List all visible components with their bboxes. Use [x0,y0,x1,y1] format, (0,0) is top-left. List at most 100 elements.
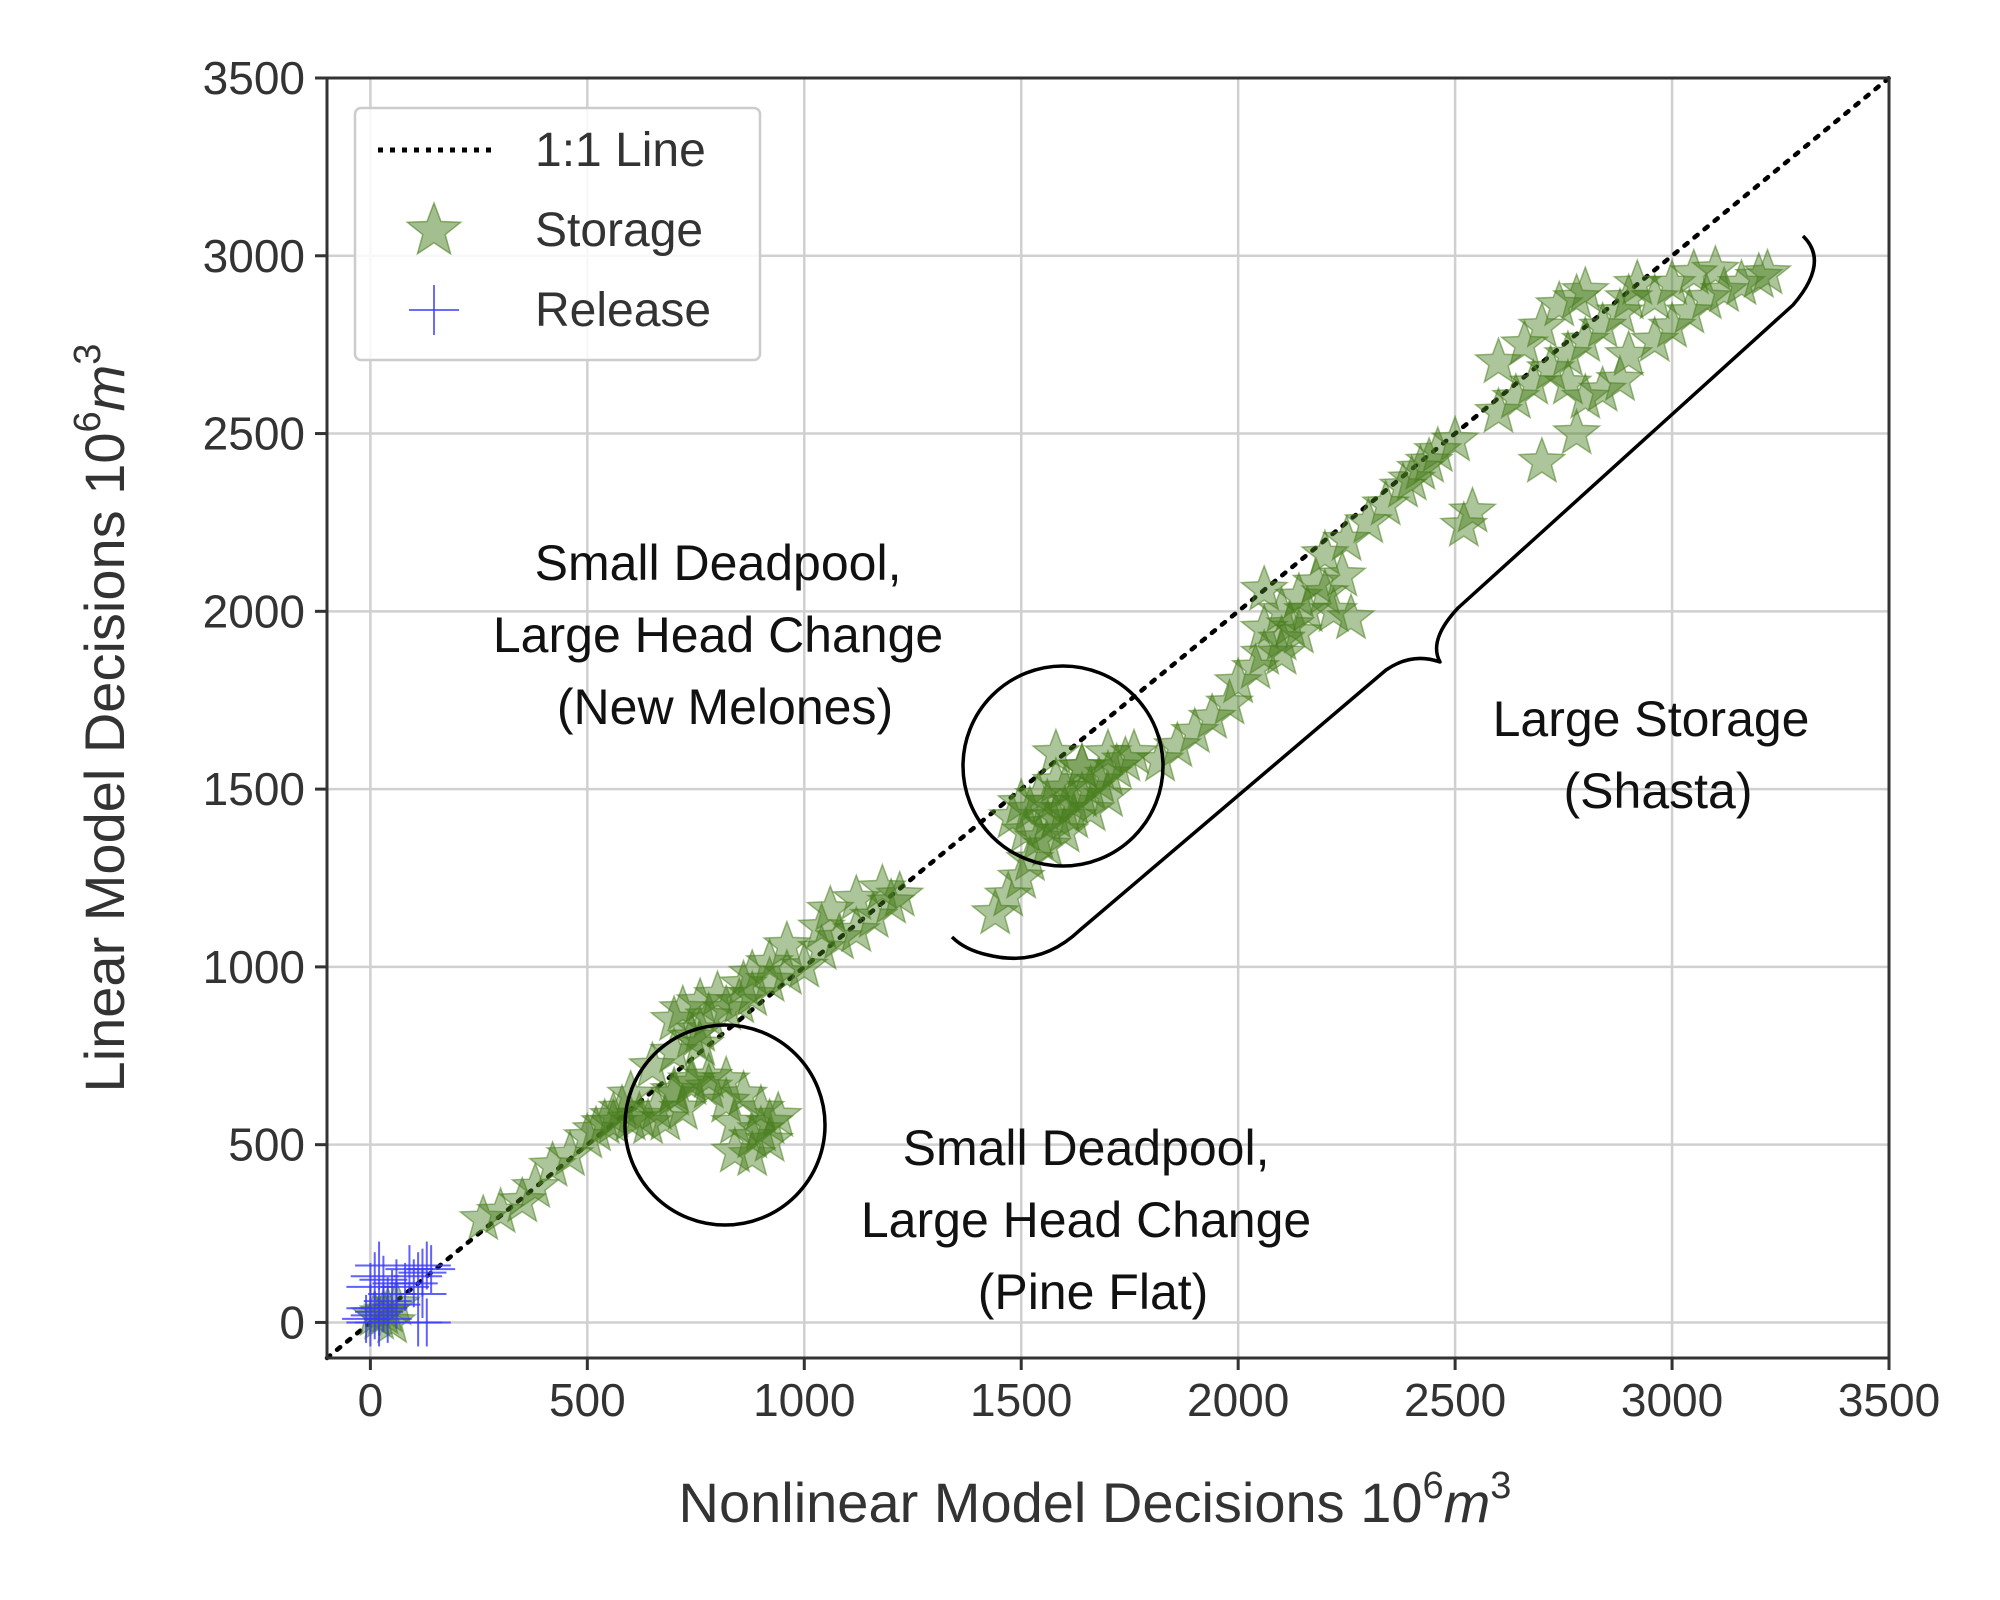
x-tick-label: 3000 [1621,1374,1723,1426]
x-axis-label: Nonlinear Model Decisions [679,1471,1345,1534]
storage-point [1083,727,1133,775]
release-point [385,1245,434,1294]
pine-flat-line-1: Small Deadpool, [903,1120,1270,1176]
plot-frame [325,76,1891,1360]
new-melones-label: Small Deadpool, Large Head Change (New M… [493,535,957,735]
legend-label-2: Storage [535,204,703,257]
storage-point [1681,272,1732,320]
storage-point [1699,265,1749,313]
tick-layer: 0 500 1000 1500 2000 2500 3000 3500 0 500 1000 1500… [203,52,1941,1426]
storage-point [1169,706,1220,754]
storage-point [1057,741,1107,789]
storage-point [1647,300,1697,349]
storage-point [675,976,726,1024]
storage-point [987,791,1038,839]
y-tick-label: 3000 [203,230,305,282]
storage-point [1551,407,1602,455]
y-axis-unit-base: 10 [73,433,136,495]
storage-point [1543,329,1593,377]
y-axis-unit-var: m [73,365,136,412]
storage-point [727,947,778,996]
storage-point [1447,485,1498,533]
release-point [355,1241,404,1290]
new-melones-line-2: Large Head Change [493,607,943,663]
y-tick-label: 0 [279,1296,305,1348]
y-tick-label: 3500 [203,52,305,104]
new-melones-line-1: Small Deadpool, [535,535,902,591]
new-melones-circle [961,664,1165,868]
storage-point [1629,272,1680,320]
storage-point [1473,386,1524,434]
x-axis-title: Nonlinear Model Decisions 106m3 [679,1465,1512,1534]
storage-point [744,1114,795,1163]
legend-label-1: 1:1 Line [535,124,706,177]
storage-point [649,1026,699,1074]
storage-point [1048,791,1099,839]
storage-point [1083,770,1133,818]
release-point [346,1284,395,1333]
storage-point [874,869,925,917]
storage-point [753,1090,804,1138]
storage-point [796,901,847,949]
storage-point [510,1161,561,1209]
y-tick-label: 2000 [203,585,305,637]
storage-point [831,873,882,921]
reference-line-layer [324,75,1892,1361]
y-axis-title: Linear Model Decisions 106m3 [67,344,136,1093]
x-tick-label: 1500 [970,1374,1072,1426]
storage-point [1733,250,1784,299]
storage-point [657,983,708,1031]
storage-point [1603,329,1654,377]
storage-point [1239,563,1290,612]
storage-point [1326,592,1376,640]
storage-point [1577,364,1628,413]
storage-point [831,905,882,953]
storage-point [1031,727,1081,775]
points-layer [342,243,1793,1347]
y-axis-unit-exp: 6 [67,411,109,432]
storage-point [1204,677,1255,725]
storage-point [1412,425,1463,473]
storage-point [1308,585,1359,633]
pine-flat-label: Small Deadpool, Large Head Change (Pine … [861,1120,1325,1320]
x-axis-unit-pow: 3 [1490,1465,1511,1507]
storage-point [1074,755,1125,804]
x-tick-label: 0 [358,1374,384,1426]
y-tick-label: 500 [228,1119,305,1171]
x-tick-label: 1000 [753,1374,855,1426]
storage-point [1742,247,1793,295]
y-axis-label: Linear Model Decisions [73,510,136,1092]
shasta-line-2: (Shasta) [1564,763,1753,819]
storage-point [1490,371,1541,420]
storage-point [475,1186,526,1234]
storage-point [1595,286,1645,334]
storage-point [1300,528,1350,576]
storage-point [631,1082,682,1131]
release-point [359,1255,408,1304]
storage-point [497,1175,548,1223]
release-point [372,1259,421,1308]
release-point [398,1270,447,1318]
storage-point [1595,354,1645,402]
y-tick-label: 2500 [203,408,305,460]
storage-point [718,1068,769,1117]
storage-point [1438,499,1489,548]
x-axis-unit-exp: 6 [1423,1465,1444,1507]
storage-point [709,1125,760,1173]
storage-point [1213,656,1264,704]
storage-point [1256,585,1307,633]
storage-point [1551,272,1602,320]
pine-flat-line-2: Large Head Change [861,1192,1311,1248]
storage-point [623,1097,673,1145]
storage-point [527,1139,578,1188]
storage-point [736,1082,786,1131]
shasta-brace [950,234,1817,961]
storage-point [1534,279,1585,327]
x-tick-label: 500 [549,1374,626,1426]
y-tick-label: 1500 [203,763,305,815]
storage-point [1473,336,1524,384]
shasta-line-1: Large Storage [1493,691,1810,747]
storage-point [1517,300,1567,349]
storage-point [1668,247,1719,295]
